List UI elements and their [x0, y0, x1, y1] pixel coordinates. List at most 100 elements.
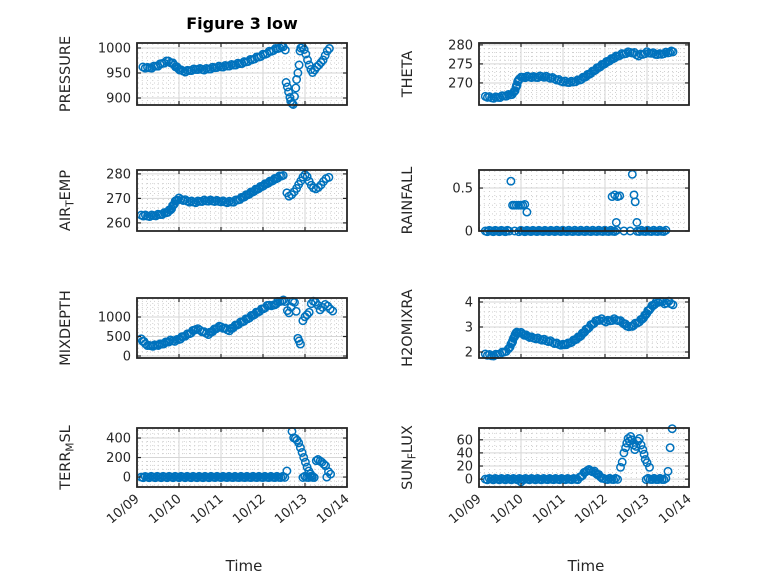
data-marker: [218, 62, 228, 72]
data-marker: [299, 452, 309, 462]
data-marker: [494, 475, 504, 485]
data-marker: [290, 92, 299, 101]
data-marker: [144, 473, 154, 483]
data-marker: [191, 198, 201, 208]
data-marker: [281, 78, 291, 87]
data-marker: [632, 217, 642, 227]
data-marker: [501, 91, 511, 101]
data-marker: [520, 73, 530, 83]
data-marker: [639, 449, 649, 459]
data-marker: [642, 458, 652, 468]
y-tick-label: 3: [465, 321, 473, 336]
axes-border: [478, 42, 690, 106]
data-marker: [320, 51, 330, 60]
data-marker: [322, 46, 332, 56]
data-marker: [282, 466, 292, 476]
data-marker: [615, 191, 625, 201]
data-marker: [282, 82, 292, 92]
data-marker: [506, 176, 516, 186]
data-marker: [511, 81, 521, 91]
x-axis-label-left: Time: [225, 557, 263, 575]
data-marker: [199, 65, 209, 75]
axes-border: [136, 297, 348, 359]
data-marker: [531, 475, 540, 485]
y-tick-label: 500: [106, 330, 131, 345]
y-tick-label: 4: [465, 296, 473, 311]
data-markers: [480, 424, 677, 487]
y-tick-label: 280: [106, 167, 131, 182]
y-tick-label: 270: [448, 76, 473, 91]
data-marker: [564, 78, 574, 88]
data-marker: [642, 47, 652, 57]
data-marker: [324, 44, 334, 53]
data-marker: [222, 198, 232, 208]
data-marker: [168, 473, 178, 483]
y-tick-label: 40: [456, 446, 473, 461]
data-marker: [180, 67, 190, 77]
y-tick-label: 0: [123, 350, 131, 365]
data-marker: [291, 306, 301, 316]
tick-marks: [478, 428, 690, 487]
data-marker: [224, 61, 234, 71]
minor-grid: [480, 171, 688, 230]
data-markers: [136, 426, 336, 483]
data-marker: [613, 474, 623, 484]
tick-marks: [478, 298, 690, 358]
data-marker: [560, 76, 570, 86]
data-marker: [621, 443, 631, 453]
tick-marks: [478, 43, 690, 105]
data-marker: [311, 456, 321, 466]
data-marker: [525, 475, 534, 485]
data-marker: [302, 310, 312, 320]
data-marker: [187, 66, 197, 76]
ylabel-rainfall: RAINFALL: [400, 167, 416, 235]
major-grid: [480, 171, 688, 230]
y-tick-label: 260: [106, 216, 131, 231]
data-marker: [519, 475, 528, 485]
data-marker: [611, 217, 621, 227]
ylabel-theta: THETA: [400, 51, 416, 99]
data-marker: [663, 466, 673, 476]
data-marker: [302, 172, 312, 182]
y-tick-label: 20: [456, 460, 473, 475]
data-marker: [280, 45, 290, 55]
ylabel-terr-msl: TERRMSL: [58, 425, 77, 491]
data-marker: [308, 68, 318, 77]
y-tick-label: 1000: [98, 310, 131, 325]
tick-marks: [136, 43, 348, 105]
data-marker: [325, 304, 335, 314]
data-marker: [640, 49, 650, 59]
data-marker: [204, 473, 214, 483]
data-marker: [495, 93, 505, 103]
data-marker: [297, 448, 307, 457]
y-tick-labels: 0 500 1000: [98, 310, 131, 364]
data-marker: [571, 77, 581, 87]
data-marker: [313, 182, 323, 192]
data-marker: [533, 73, 543, 83]
ylabel-mixdepth: MIXDEPTH: [58, 290, 74, 366]
data-marker: [523, 331, 533, 341]
data-marker: [315, 305, 325, 315]
data-marker: [324, 172, 334, 182]
data-marker: [500, 475, 510, 485]
data-marker: [319, 459, 329, 469]
data-marker: [665, 48, 675, 57]
y-tick-label: 0: [465, 473, 473, 488]
data-marker: [326, 469, 336, 479]
y-tick-label: 900: [106, 92, 131, 107]
y-tick-label: 280: [448, 38, 473, 53]
y-tick-label: 275: [448, 57, 473, 72]
data-markers: [480, 46, 678, 103]
data-marker: [506, 475, 516, 485]
x-axis-label-right: Time: [567, 557, 605, 575]
axes-border: [478, 297, 690, 359]
data-marker: [659, 49, 669, 59]
data-marker: [607, 316, 617, 325]
axes-border: [478, 169, 690, 232]
data-marker: [157, 210, 167, 220]
axes-border: [478, 427, 690, 488]
